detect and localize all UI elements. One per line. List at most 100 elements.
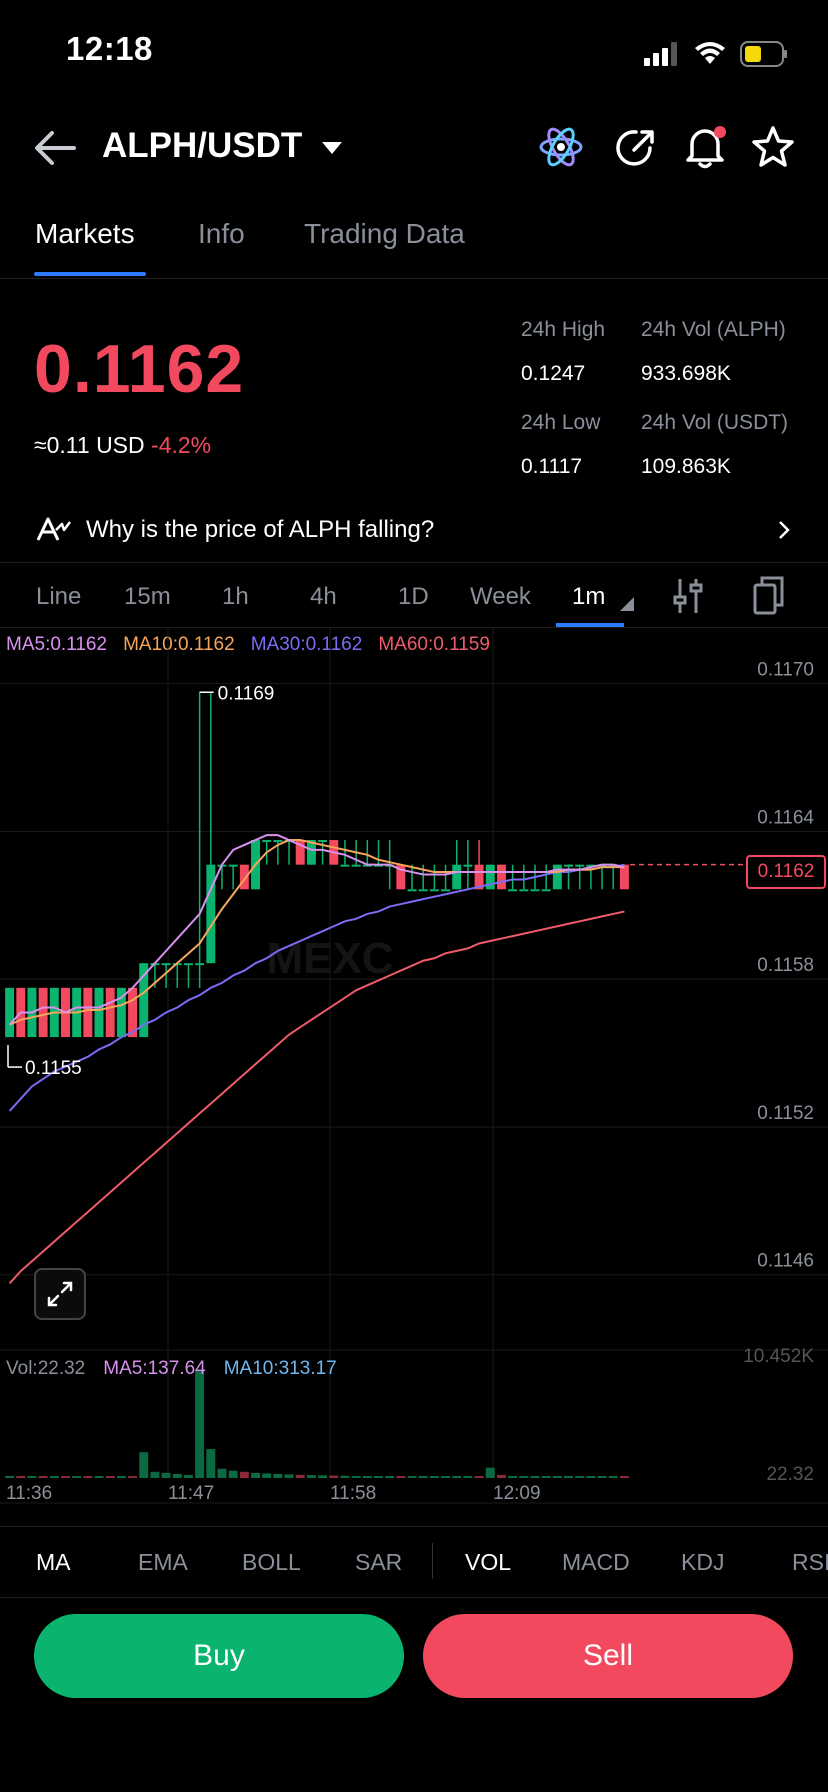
candle-body <box>452 864 462 890</box>
ma60-legend: MA60:0.1159 <box>378 634 490 655</box>
banner-text: Why is the price of ALPH falling? <box>86 516 435 543</box>
sell-button[interactable]: Sell <box>423 1614 793 1698</box>
volume-bar <box>441 1476 451 1478</box>
volume-bar <box>251 1472 260 1478</box>
interval-1h[interactable]: 1h <box>222 583 249 610</box>
interval-1d[interactable]: 1D <box>398 583 429 610</box>
cellular-signal-icon <box>644 42 677 66</box>
volume-bar <box>564 1476 573 1478</box>
candle-body <box>474 864 484 890</box>
volume-bar <box>597 1476 607 1478</box>
vol-ma10: MA10:313.17 <box>223 1358 337 1379</box>
tab-trading-data[interactable]: Trading Data <box>304 218 465 249</box>
interval-bar: Line 15m 1h 4h 1D Week 1m <box>0 565 828 628</box>
candle-body <box>541 889 551 892</box>
status-time: 12:18 <box>66 30 153 67</box>
volume-bar <box>541 1476 551 1478</box>
back-button[interactable] <box>32 128 78 173</box>
indicator-macd[interactable]: MACD <box>562 1549 630 1575</box>
usd-value: ≈0.11 USD <box>34 432 145 458</box>
volume-bar <box>273 1473 283 1478</box>
buy-button[interactable]: Buy <box>34 1614 404 1698</box>
candle-body <box>128 987 138 1038</box>
status-icons <box>644 34 788 74</box>
low-value: 0.1117 <box>521 455 583 478</box>
high-value: 0.1247 <box>521 362 586 385</box>
ai-insight-icon <box>36 516 72 547</box>
candle-body <box>116 987 126 1038</box>
ai-assistant-button[interactable] <box>538 124 584 175</box>
candle-body <box>396 864 406 890</box>
indicator-sar[interactable]: SAR <box>355 1549 403 1575</box>
volume-bar <box>586 1476 596 1478</box>
volume-bar <box>161 1472 171 1478</box>
indicator-boll[interactable]: BOLL <box>242 1549 301 1575</box>
candle-body <box>206 864 216 964</box>
vol-usdt-label: 24h Vol (USDT) <box>641 411 789 434</box>
candle-body <box>407 889 417 892</box>
interval-15m[interactable]: 15m <box>124 583 171 610</box>
share-button[interactable] <box>614 124 660 175</box>
ma10-legend: MA10:0.1162 <box>123 634 235 655</box>
pair-selector[interactable]: ALPH/USDT <box>102 126 344 166</box>
interval-week[interactable]: Week <box>470 583 531 610</box>
ma30-line <box>8 863 625 1112</box>
volume-axis-max: 10.452K <box>743 1346 814 1367</box>
candle-body <box>619 864 629 890</box>
indicator-tabs: MA EMA BOLL SAR VOL MACD KDJ RSI <box>0 1526 828 1598</box>
volume-bar <box>329 1475 339 1478</box>
volume-bar <box>463 1476 473 1478</box>
tab-markets[interactable]: Markets <box>35 218 135 249</box>
candle-body <box>485 864 495 890</box>
volume-bar <box>340 1475 350 1478</box>
copy-layout-icon[interactable] <box>752 575 786 615</box>
indicator-kdj[interactable]: KDJ <box>681 1549 725 1575</box>
candle-body <box>105 987 115 1038</box>
candle-body <box>508 889 518 892</box>
bell-icon <box>686 126 726 169</box>
interval-more-icon <box>620 597 634 611</box>
volume-bar <box>195 1370 205 1478</box>
volume-bar <box>228 1470 238 1478</box>
ma60-line <box>8 910 625 1285</box>
notifications-button[interactable] <box>682 122 728 175</box>
candle-body <box>362 864 372 867</box>
candle-body <box>94 987 104 1038</box>
price-chart[interactable]: 0.1170 0.1164 0.1158 0.1152 0.1146 MEXC 0.116… <box>0 628 828 1508</box>
y-axis-label: 0.1158 <box>757 955 814 976</box>
chart-settings-icon[interactable] <box>672 577 706 615</box>
y-axis-label: 0.1170 <box>757 660 814 681</box>
fullscreen-button[interactable] <box>34 1268 86 1320</box>
indicator-vol[interactable]: VOL <box>465 1549 512 1575</box>
volume-bar <box>83 1476 93 1478</box>
volume-bar <box>206 1449 216 1478</box>
volume-bar <box>418 1476 428 1478</box>
volume-bar <box>552 1476 562 1478</box>
indicator-rsi[interactable]: RSI <box>792 1549 828 1575</box>
interval-line[interactable]: Line <box>36 583 82 610</box>
volume-axis-min: 22.32 <box>766 1464 814 1485</box>
interval-4h[interactable]: 4h <box>310 583 337 610</box>
volume-bar <box>619 1476 629 1478</box>
candle-body <box>463 864 473 867</box>
low-label: 24h Low <box>521 411 601 434</box>
volume-bar <box>262 1473 272 1478</box>
volume-bar <box>217 1468 227 1478</box>
volume-bar <box>474 1476 484 1478</box>
candle-body <box>340 864 350 867</box>
price-insight-banner[interactable] <box>0 500 828 563</box>
indicator-ma[interactable]: MA <box>36 1549 71 1575</box>
candle-body <box>586 864 596 867</box>
tab-info[interactable]: Info <box>198 218 245 249</box>
volume-bar <box>575 1476 585 1478</box>
y-axis-label: 0.1164 <box>757 807 814 828</box>
candle-body <box>496 864 506 890</box>
indicator-ema[interactable]: EMA <box>138 1549 188 1575</box>
candle-body <box>262 840 272 843</box>
candle-body <box>441 889 451 892</box>
volume-legend: Vol:22.32 MA5:137.64 MA10:313.17 <box>6 1358 337 1380</box>
candle-body <box>5 987 15 1038</box>
candle-body <box>351 864 361 867</box>
interval-1m[interactable]: 1m <box>572 583 606 610</box>
favorite-button[interactable] <box>750 124 796 175</box>
